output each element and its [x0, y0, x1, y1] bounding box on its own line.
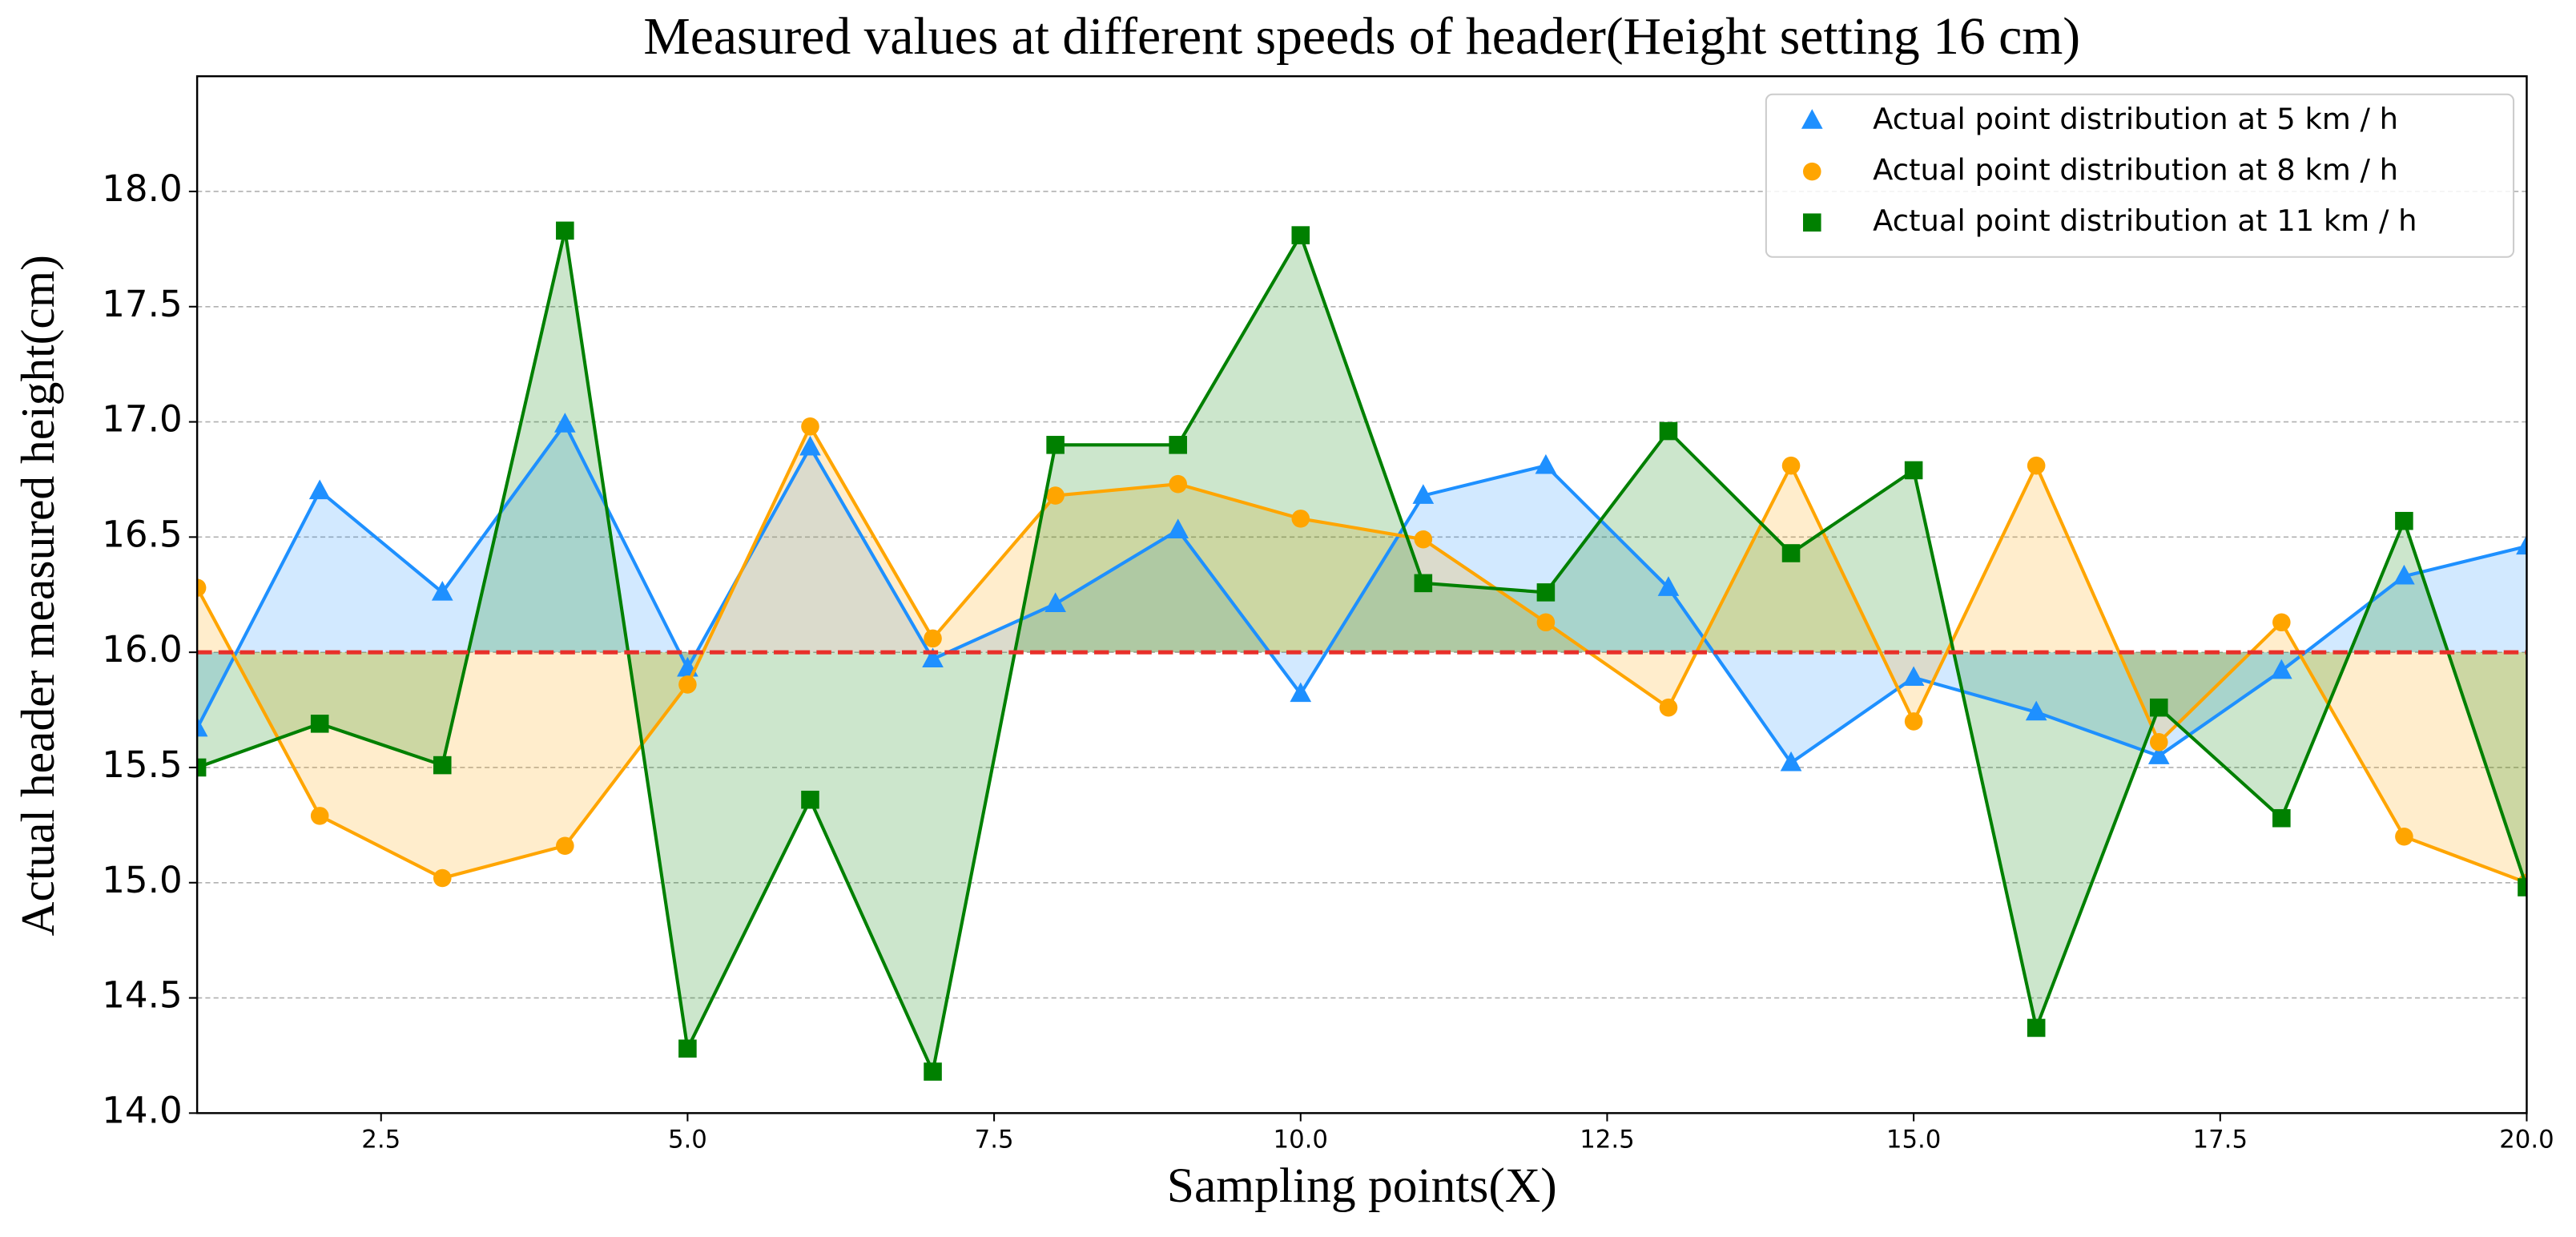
x-tick-label: 12.5	[1580, 1126, 1634, 1154]
x-tick-label: 2.5	[361, 1126, 400, 1154]
chart-title: Measured values at different speeds of h…	[643, 8, 2080, 66]
marker	[1412, 484, 1435, 504]
marker	[922, 647, 944, 668]
y-tick-label: 15.5	[102, 743, 182, 786]
marker	[2393, 564, 2415, 585]
marker	[1414, 574, 1433, 593]
marker	[310, 807, 329, 825]
area	[197, 426, 2527, 883]
marker	[433, 868, 452, 888]
marker	[2272, 613, 2291, 632]
marker	[2270, 659, 2292, 679]
line	[197, 422, 2527, 884]
marker	[197, 758, 207, 777]
marker	[799, 435, 821, 456]
y-axis-label: Actual header measured height(cm)	[11, 255, 64, 936]
marker	[1904, 712, 1923, 731]
marker	[924, 629, 942, 648]
marker	[2395, 511, 2413, 530]
y-tick-label: 14.5	[102, 974, 182, 1017]
marker	[2272, 808, 2291, 828]
marker	[1659, 421, 1678, 441]
x-tick-label: 17.5	[2193, 1126, 2248, 1154]
marker	[1536, 613, 1556, 632]
marker	[1801, 109, 1823, 129]
legend: Actual point distribution at 5 km / h Act…	[1765, 93, 2515, 258]
marker	[1044, 592, 1066, 613]
marker	[1902, 666, 1925, 687]
legend-label: Actual point distribution at 5 km / h	[1873, 102, 2398, 136]
marker	[1046, 486, 1065, 505]
marker	[1169, 436, 1187, 454]
x-tick-label: 7.5	[975, 1126, 1014, 1154]
marker	[1535, 453, 1557, 474]
legend-frame	[1765, 93, 2515, 258]
marker	[678, 1039, 697, 1058]
marker	[1167, 518, 1189, 538]
marker	[1291, 510, 1310, 528]
marker	[1780, 751, 1802, 772]
y-tick-label: 16.5	[102, 513, 182, 555]
marker	[431, 581, 453, 601]
marker	[308, 479, 331, 500]
marker	[197, 716, 208, 737]
marker	[2027, 456, 2046, 475]
line	[197, 230, 2527, 1078]
marker	[1536, 583, 1556, 602]
marker	[2518, 878, 2527, 897]
marker	[1802, 213, 1821, 232]
y-tick-label: 18.0	[102, 167, 182, 210]
x-tick-label: 15.0	[1886, 1126, 1941, 1154]
marker	[1291, 226, 1310, 244]
x-axis-label: Sampling points(X)	[1167, 1158, 1557, 1213]
marker	[310, 715, 329, 733]
marker	[801, 417, 819, 436]
marker	[2149, 698, 2168, 717]
marker	[2025, 700, 2047, 721]
marker	[2395, 827, 2413, 846]
marker	[1046, 436, 1065, 454]
marker	[1169, 474, 1187, 494]
marker	[556, 836, 574, 856]
marker	[2149, 733, 2168, 751]
marker	[556, 221, 574, 240]
marker	[2147, 744, 2170, 764]
marker	[2516, 534, 2527, 555]
line	[197, 421, 2527, 766]
y-tick-label: 14.0	[102, 1089, 182, 1131]
y-tick-label: 16.0	[102, 628, 182, 671]
marker	[678, 675, 697, 694]
marker	[2027, 1018, 2046, 1038]
marker	[433, 755, 452, 775]
marker	[554, 413, 576, 433]
marker	[801, 790, 819, 809]
marker	[1781, 456, 1801, 475]
axes-frame	[195, 75, 2528, 1114]
x-tick-label: 5.0	[668, 1126, 707, 1154]
y-tick-label: 15.0	[102, 859, 182, 901]
marker	[1802, 162, 1821, 181]
marker	[1414, 530, 1433, 549]
y-tick-label: 17.5	[102, 283, 182, 325]
x-tick-label: 20.0	[2499, 1126, 2554, 1154]
y-tick-label: 17.0	[102, 398, 182, 441]
marker	[1657, 576, 1680, 596]
legend-label: Actual point distribution at 11 km / h	[1873, 203, 2417, 238]
x-tick-label: 10.0	[1274, 1126, 1328, 1154]
marker	[1781, 544, 1801, 562]
marker	[1290, 682, 1312, 703]
marker	[1659, 698, 1678, 717]
marker	[924, 1062, 942, 1081]
legend-label: Actual point distribution at 8 km / h	[1873, 153, 2398, 187]
marker	[1904, 461, 1923, 480]
area	[197, 424, 2527, 764]
marker	[197, 578, 207, 597]
